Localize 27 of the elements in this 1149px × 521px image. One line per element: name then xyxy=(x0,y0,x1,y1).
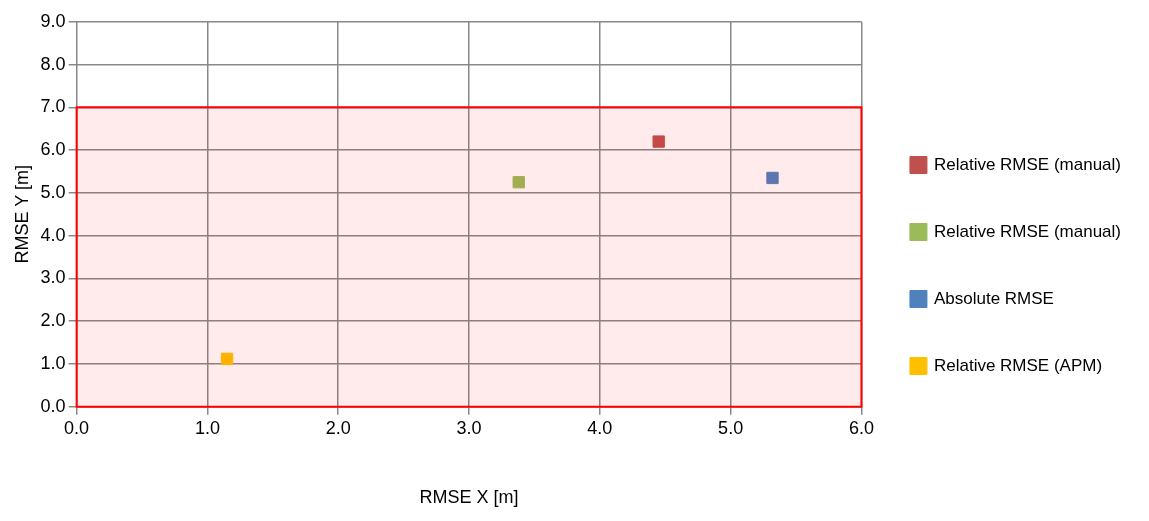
point xyxy=(652,135,665,148)
point xyxy=(766,171,779,185)
y-tick-label: 6.0 xyxy=(40,139,66,160)
y-tick-label: 1.0 xyxy=(40,352,66,373)
x-tick-label: 0.0 xyxy=(64,417,90,438)
legend-label: Relative RMSE (manual) xyxy=(933,221,1121,241)
y-tick-label: 0.0 xyxy=(40,395,66,416)
y-tick-label: 2.0 xyxy=(40,310,66,331)
legend-label: Relative RMSE (APM) xyxy=(933,355,1103,375)
x-tick-label: 3.0 xyxy=(456,417,482,438)
y-axis-title: RMSE Y [m] xyxy=(11,165,32,264)
x-tick-label: 2.0 xyxy=(325,417,351,438)
y-tick-label: 5.0 xyxy=(40,181,66,202)
x-tick-label: 4.0 xyxy=(587,417,613,438)
legend-label: Absolute RMSE xyxy=(933,288,1054,308)
y-tick-label: 4.0 xyxy=(40,224,66,245)
y-tick-label: 7.0 xyxy=(40,96,66,117)
point xyxy=(220,352,234,366)
legend-label: Relative RMSE (manual) xyxy=(933,154,1121,174)
x-tick-label: 5.0 xyxy=(718,417,744,438)
x-axis-title: RMSE X [m] xyxy=(419,487,519,508)
point xyxy=(512,176,525,189)
x-tick-label: 1.0 xyxy=(194,417,220,438)
y-tick-label: 3.0 xyxy=(40,267,66,288)
x-tick-label: 6.0 xyxy=(848,417,874,438)
y-tick-label: 9.0 xyxy=(40,10,66,31)
y-tick-label: 8.0 xyxy=(40,53,66,74)
